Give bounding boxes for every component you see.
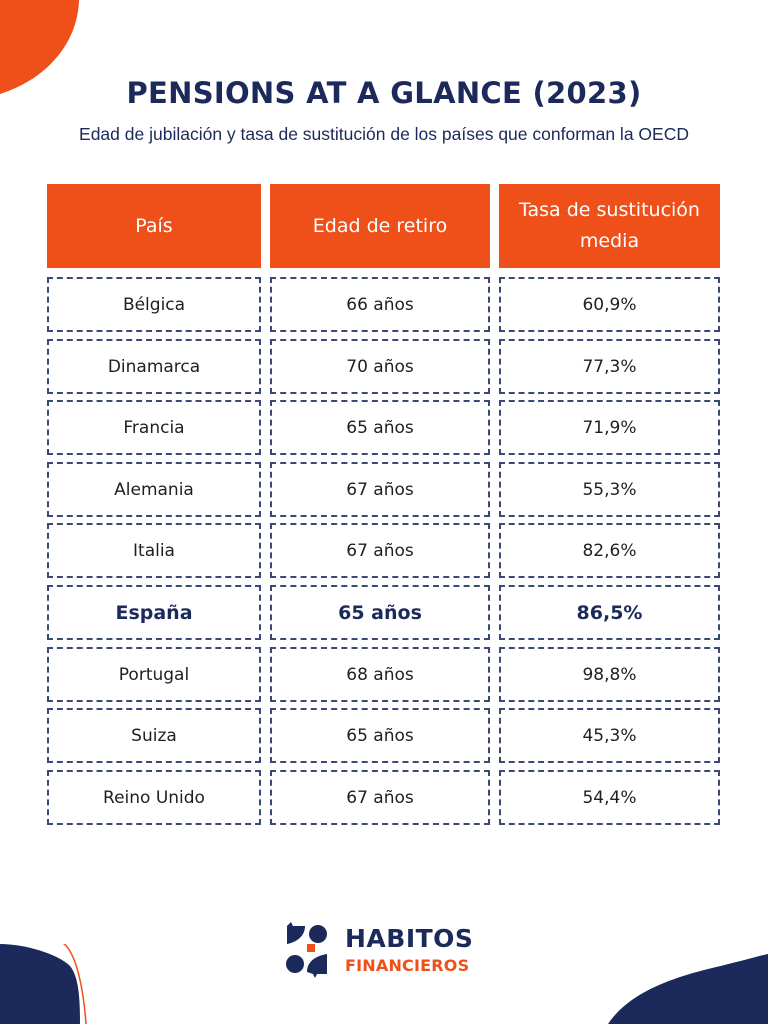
logo-text-habitos: HABITOS [345, 924, 474, 953]
cell-retirement-age: 67 años [270, 523, 490, 578]
cell-retirement-age: 68 años [270, 647, 490, 702]
cell-country: Portugal [47, 647, 261, 702]
cell-replacement-rate: 71,9% [499, 400, 720, 455]
cell-retirement-age: 67 años [270, 462, 490, 517]
brand-logo: HABITOS FINANCIEROS [285, 920, 485, 982]
column-header-retirement-age: Edad de retiro [270, 184, 490, 268]
cell-country: Francia [47, 400, 261, 455]
column-header-country: País [47, 184, 261, 268]
cell-country: Dinamarca [47, 339, 261, 394]
cell-retirement-age: 65 años [270, 708, 490, 763]
logo-text-financieros: FINANCIEROS [345, 956, 470, 975]
cell-country: Suiza [47, 708, 261, 763]
cell-country: España [47, 585, 261, 640]
cell-replacement-rate: 86,5% [499, 585, 720, 640]
cell-replacement-rate: 77,3% [499, 339, 720, 394]
cell-retirement-age: 65 años [270, 585, 490, 640]
cell-replacement-rate: 60,9% [499, 277, 720, 332]
speech-bubbles-logo-icon [286, 922, 327, 978]
cell-replacement-rate: 54,4% [499, 770, 720, 825]
cell-retirement-age: 70 años [270, 339, 490, 394]
cell-replacement-rate: 98,8% [499, 647, 720, 702]
cell-country: Bélgica [47, 277, 261, 332]
cell-retirement-age: 65 años [270, 400, 490, 455]
cell-country: Italia [47, 523, 261, 578]
page-subtitle: Edad de jubilación y tasa de sustitución… [79, 124, 689, 144]
cell-retirement-age: 66 años [270, 277, 490, 332]
cell-replacement-rate: 55,3% [499, 462, 720, 517]
cell-replacement-rate: 45,3% [499, 708, 720, 763]
page-title: PENSIONS AT A GLANCE (2023) [126, 76, 642, 110]
cell-replacement-rate: 82,6% [499, 523, 720, 578]
cell-country: Reino Unido [47, 770, 261, 825]
cell-country: Alemania [47, 462, 261, 517]
column-header-replacement-rate: Tasa de sustitución media [499, 184, 720, 268]
cell-retirement-age: 67 años [270, 770, 490, 825]
